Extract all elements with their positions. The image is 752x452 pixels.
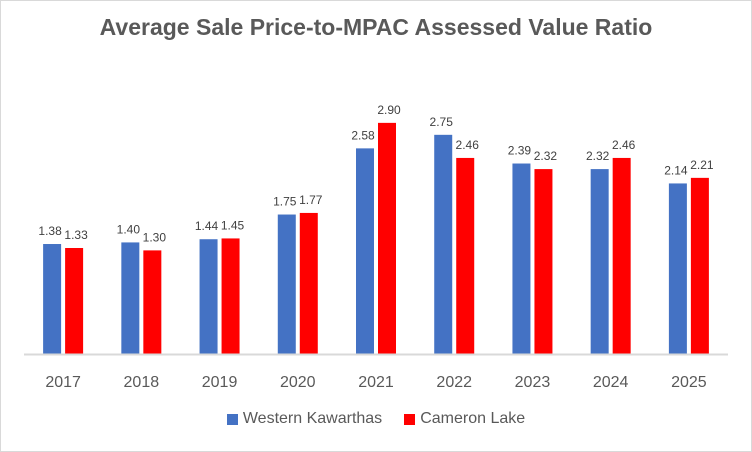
bar-western-kawarthas-2023 xyxy=(512,163,531,354)
bar-western-kawarthas-2018 xyxy=(121,242,140,354)
bar-cameron-lake-2023 xyxy=(534,169,553,354)
legend-label-western-kawarthas: Western Kawarthas xyxy=(242,410,383,427)
bar-cameron-lake-2018 xyxy=(143,250,162,354)
legend-swatch-cameron-lake xyxy=(404,413,416,425)
data-label-western-kawarthas-2019: 1.44 xyxy=(195,219,219,233)
legend-label-cameron-lake: Cameron Lake xyxy=(420,410,526,427)
x-tick-label-2022: 2022 xyxy=(436,374,472,391)
data-label-western-kawarthas-2023: 2.39 xyxy=(508,144,532,158)
data-label-western-kawarthas-2018: 1.40 xyxy=(117,222,141,236)
bar-cameron-lake-2019 xyxy=(221,238,240,354)
chart-title: Average Sale Price-to-MPAC Assessed Valu… xyxy=(99,14,653,40)
legend-item-cameron-lake: Cameron Lake xyxy=(404,410,525,428)
x-tick-label-2020: 2020 xyxy=(280,374,316,391)
x-tick-label-2023: 2023 xyxy=(515,374,551,391)
x-tick-label-2021: 2021 xyxy=(358,374,394,391)
bar-western-kawarthas-2024 xyxy=(590,169,609,354)
data-label-cameron-lake-2023: 2.32 xyxy=(534,149,558,163)
data-label-cameron-lake-2019: 1.45 xyxy=(221,218,245,232)
data-label-western-kawarthas-2024: 2.32 xyxy=(586,149,610,163)
bar-cameron-lake-2021 xyxy=(378,122,396,355)
data-label-cameron-lake-2021: 2.90 xyxy=(377,103,401,117)
legend-item-western-kawarthas: Western Kawarthas xyxy=(226,410,383,428)
x-tick-label-2024: 2024 xyxy=(593,374,629,391)
data-label-cameron-lake-2017: 1.33 xyxy=(64,228,88,242)
bar-western-kawarthas-2022 xyxy=(434,134,453,354)
bar-western-kawarthas-2020 xyxy=(277,214,296,354)
bar-cameron-lake-2022 xyxy=(456,157,475,354)
bar-western-kawarthas-2025 xyxy=(668,183,687,354)
data-label-cameron-lake-2022: 2.46 xyxy=(456,138,480,152)
bar-cameron-lake-2024 xyxy=(612,157,631,354)
x-tick-label-2019: 2019 xyxy=(202,374,238,391)
x-tick-label-2018: 2018 xyxy=(124,374,160,391)
data-label-western-kawarthas-2017: 1.38 xyxy=(38,224,62,238)
data-label-western-kawarthas-2021: 2.58 xyxy=(351,128,375,142)
x-tick-label-2025: 2025 xyxy=(671,374,707,391)
x-tick-label-2017: 2017 xyxy=(45,374,81,391)
bar-cameron-lake-2020 xyxy=(299,212,318,354)
bar-western-kawarthas-2017 xyxy=(43,244,62,354)
data-label-cameron-lake-2018: 1.30 xyxy=(143,230,167,244)
bar-western-kawarthas-2021 xyxy=(356,148,374,354)
bar-cameron-lake-2025 xyxy=(690,177,709,354)
legend-swatch-western-kawarthas xyxy=(226,413,238,425)
data-label-cameron-lake-2024: 2.46 xyxy=(612,138,636,152)
data-label-western-kawarthas-2020: 1.75 xyxy=(273,195,297,209)
legend: Western Kawarthas Cameron Lake xyxy=(0,410,752,428)
data-label-western-kawarthas-2025: 2.14 xyxy=(664,163,688,177)
data-label-western-kawarthas-2022: 2.75 xyxy=(430,115,454,129)
bar-western-kawarthas-2019 xyxy=(199,239,218,354)
bar-cameron-lake-2017 xyxy=(65,247,84,354)
data-label-cameron-lake-2025: 2.21 xyxy=(690,158,714,172)
data-label-cameron-lake-2020: 1.77 xyxy=(299,193,323,207)
